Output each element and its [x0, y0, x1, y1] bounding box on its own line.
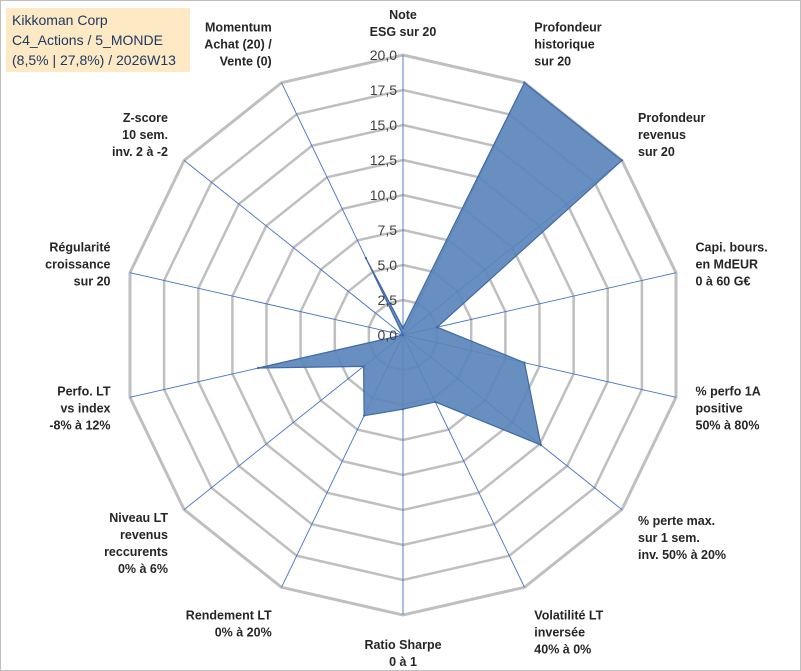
axis-label: Momentum Achat (20) / Vente (0): [204, 21, 272, 69]
data-point: [620, 159, 624, 162]
title-params: (8,5% | 27,8%) / 2026W13: [12, 52, 176, 68]
axis-label-line: revenus: [120, 528, 168, 542]
axis-label-line: vs index: [60, 402, 110, 416]
axis-label-line: Profondeur: [638, 111, 705, 125]
axis-label-line: sur 20: [74, 275, 111, 289]
axis-label-line: Note: [389, 8, 417, 22]
axis-label-line: Profondeur: [534, 21, 601, 35]
axis-label-line: positive: [696, 402, 743, 416]
axis-label-line: 50% à 80%: [696, 419, 760, 433]
data-point: [539, 443, 543, 447]
data-point: [364, 256, 368, 260]
axis-label-line: historique: [534, 38, 594, 52]
axis-label-line: 0% à 20%: [215, 626, 272, 640]
axis-label-line: 0% à 6%: [118, 562, 168, 576]
axis-label-line: Capi. bours.: [696, 241, 768, 255]
axis-label-line: Régularité: [49, 241, 110, 255]
axis-label-line: en MdEUR: [696, 258, 759, 272]
radar-spoke: [183, 160, 404, 336]
data-point: [401, 326, 405, 330]
data-point: [523, 361, 526, 364]
data-point: [434, 400, 437, 404]
axis-label: Rendement LT 0% à 20%: [186, 609, 272, 640]
axis-label: Z-score 10 sem. inv. 2 à -2: [112, 111, 168, 159]
axis-label-line: Perfo. LT: [57, 385, 111, 399]
radial-tick-labels: 0,0 2,5 5,0 7,5 10,0 12,5 15,0 17,5 20,0: [370, 47, 397, 343]
axis-label: % perte max. sur 1 sem. inv. 50% à 20%: [638, 514, 726, 562]
axis-label-line: Niveau LT: [109, 511, 168, 525]
axis-label-line: inv. 2 à -2: [112, 145, 168, 159]
axis-label-line: sur 20: [534, 55, 571, 69]
tick-label: 0,0: [378, 327, 398, 343]
data-point: [257, 366, 260, 370]
tick-label: 17,5: [370, 82, 397, 98]
data-point: [401, 333, 405, 337]
axis-label: Capi. bours. en MdEUR 0 à 60 G€: [696, 241, 768, 289]
axis-label-line: Volatilité LT: [534, 609, 603, 623]
axis-label-line: inversée: [534, 626, 585, 640]
axis-label-line: sur 20: [638, 145, 675, 159]
axis-label-line: % perte max.: [638, 514, 715, 528]
radar-spoke: [402, 272, 677, 336]
axis-label-line: Vente (0): [220, 55, 272, 69]
axis-label: Profondeur historique sur 20: [534, 21, 601, 69]
axis-label-line: 0 à 1: [389, 655, 417, 669]
axis-label: Perfo. LT vs index -8% à 12%: [49, 385, 111, 433]
title-box: Kikkoman Corp C4_Actions / 5_MONDE (8,5%…: [6, 8, 190, 72]
radar-spoke: [129, 272, 404, 336]
tick-label: 20,0: [370, 47, 397, 63]
axis-label: Ratio Sharpe 0 à 1: [364, 638, 441, 669]
radar-series: [257, 81, 624, 447]
axis-label: % perfo 1A positive 50% à 80%: [696, 385, 761, 433]
axis-label-line: sur 1 sem.: [638, 531, 700, 545]
axis-label-line: reccurents: [104, 545, 168, 559]
series-area: [258, 81, 623, 446]
tick-label: 7,5: [378, 222, 398, 238]
tick-label: 2,5: [378, 292, 398, 308]
axis-label-line: Rendement LT: [186, 609, 272, 623]
axis-labels: Note ESG sur 20 Profondeur historique sur 20…: [45, 8, 768, 669]
title-company: Kikkoman Corp: [12, 12, 108, 28]
tick-label: 5,0: [378, 257, 398, 273]
tick-label: 15,0: [370, 117, 397, 133]
axis-label-line: revenus: [638, 128, 686, 142]
axis-label-line: 10 sem.: [122, 128, 168, 142]
data-point: [435, 326, 439, 329]
axis-label-line: Z-score: [123, 111, 168, 125]
axis-label-line: inv. 50% à 20%: [638, 548, 726, 562]
title-category: C4_Actions / 5_MONDE: [12, 32, 163, 48]
axis-label-line: Momentum: [205, 21, 272, 35]
axis-label: Volatilité LT inversée 40% à 0%: [534, 609, 603, 657]
axis-label: Note ESG sur 20: [370, 8, 437, 39]
tick-label: 12,5: [370, 152, 397, 168]
data-point: [401, 408, 405, 411]
axis-label-line: -8% à 12%: [49, 419, 110, 433]
axis-label-line: ESG sur 20: [370, 25, 437, 39]
tick-label: 10,0: [370, 187, 397, 203]
axis-label-line: Ratio Sharpe: [364, 638, 441, 652]
data-point: [523, 81, 526, 84]
axis-label: Régularité croissance sur 20: [45, 241, 110, 289]
axis-label-line: croissance: [45, 258, 110, 272]
axis-label: Niveau LT revenus reccurents 0% à 6%: [104, 511, 168, 576]
axis-label-line: Achat (20) /: [204, 38, 272, 52]
axis-label-line: 40% à 0%: [534, 643, 591, 657]
data-point: [362, 365, 365, 368]
axis-label-line: 0 à 60 G€: [696, 275, 751, 289]
data-point: [362, 414, 366, 417]
axis-label: Profondeur revenus sur 20: [638, 111, 705, 159]
axis-label-line: % perfo 1A: [696, 385, 761, 399]
